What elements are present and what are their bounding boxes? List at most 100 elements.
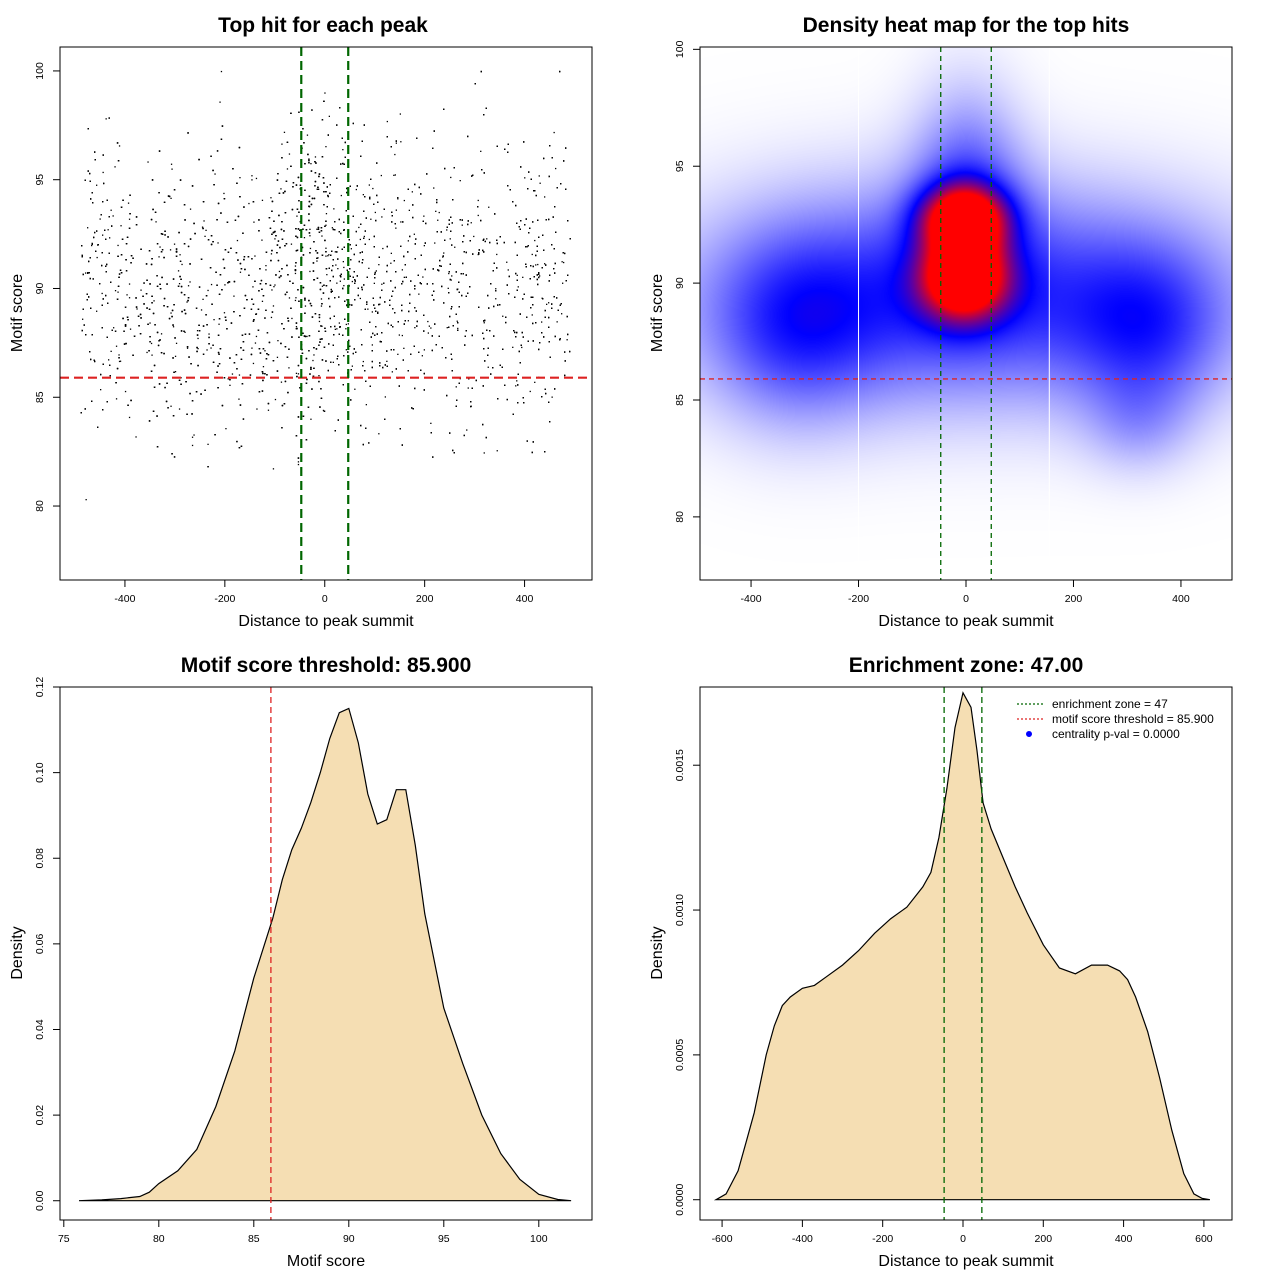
scatter-point — [161, 276, 163, 279]
scatter-point — [318, 175, 320, 178]
scatter-point — [366, 276, 368, 278]
scatter-point — [302, 128, 304, 130]
scatter-point — [219, 101, 221, 103]
scatter-point — [117, 291, 119, 293]
scatter-point — [309, 302, 312, 305]
scatter-point — [216, 284, 218, 286]
scatter-point — [353, 253, 355, 256]
scatter-point — [330, 254, 332, 256]
scatter-point — [470, 222, 472, 224]
scatter-point — [239, 196, 241, 198]
scatter-point — [226, 328, 228, 330]
scatter-point — [242, 418, 245, 420]
scatter-point — [304, 297, 306, 299]
scatter-point — [89, 277, 91, 280]
scatter-point — [485, 436, 487, 439]
scatter-point — [358, 260, 360, 263]
scatter-point — [156, 331, 159, 334]
scatter-point — [452, 325, 454, 327]
scatter-point — [309, 235, 311, 237]
scatter-point — [354, 280, 356, 282]
scatter-point — [523, 402, 525, 404]
scatter-point — [148, 250, 151, 252]
scatter-point — [218, 363, 221, 365]
scatter-point — [416, 320, 418, 323]
scatter-point — [554, 206, 556, 208]
scatter-point — [156, 446, 159, 448]
scatter-point — [394, 153, 396, 156]
scatter-point — [340, 163, 342, 165]
scatter-point — [366, 303, 368, 305]
scatter-point — [450, 176, 452, 179]
scatter-point — [379, 340, 381, 343]
scatter-point — [230, 247, 232, 249]
scatter-point — [278, 276, 281, 279]
scatter-point — [367, 308, 369, 310]
scatter-point — [318, 316, 321, 319]
scatter-point — [551, 396, 553, 398]
scatter-point — [207, 239, 210, 241]
scatter-point — [296, 249, 299, 251]
scatter-point — [302, 254, 305, 256]
scatter-point — [156, 285, 159, 287]
scatter-point — [347, 323, 349, 325]
scatter-point — [280, 188, 282, 190]
scatter-point — [153, 300, 155, 302]
scatter-point — [370, 336, 372, 338]
scatter-point — [330, 291, 332, 293]
scatter-point — [450, 279, 452, 281]
scatter-point — [538, 175, 540, 177]
scatter-point — [143, 303, 145, 305]
scatter-point — [118, 357, 120, 359]
scatter-point — [538, 236, 540, 238]
scatter-point — [543, 157, 545, 160]
scatter-point — [392, 290, 394, 292]
scatter-point — [183, 243, 186, 245]
scatter-point — [319, 406, 321, 408]
scatter-point — [407, 188, 409, 190]
scatter-point — [408, 209, 410, 211]
scatter-point — [244, 294, 247, 297]
scatter-point — [471, 334, 473, 337]
scatter-point — [463, 434, 465, 437]
scatter-point — [109, 364, 111, 366]
scatter-point — [401, 309, 403, 312]
scatter-point — [443, 302, 445, 304]
scatter-point — [295, 322, 298, 324]
scatter-point — [91, 243, 93, 245]
scatter-point — [195, 391, 198, 393]
scatter-point — [296, 236, 299, 239]
scatter-point — [354, 279, 356, 281]
scatter-point — [375, 326, 377, 328]
scatter-point — [537, 283, 539, 286]
scatter-point — [82, 273, 84, 276]
scatter-point — [319, 282, 322, 284]
scatter-point — [379, 362, 381, 364]
scatter-point — [518, 226, 520, 228]
scatter-point — [301, 246, 304, 249]
scatter-point — [404, 264, 406, 266]
scatter-point — [400, 245, 402, 247]
scatter-point — [240, 445, 243, 447]
scatter-point — [218, 323, 220, 325]
scatter-point — [249, 374, 252, 376]
scatter-point — [541, 396, 543, 398]
scatter-point — [561, 261, 563, 263]
scatter-point — [156, 243, 159, 245]
scatter-point — [397, 198, 399, 200]
scatter-point — [93, 359, 95, 361]
scatter-point — [433, 290, 435, 292]
scatter-point — [433, 299, 435, 301]
scatter-point — [91, 192, 93, 194]
scatter-point — [378, 256, 380, 258]
scatter-point — [120, 272, 123, 274]
scatter-point — [172, 415, 175, 417]
scatter-point — [125, 342, 127, 345]
scatter-point — [390, 146, 392, 148]
scatter-point — [91, 400, 93, 402]
scatter-point — [187, 297, 190, 299]
scatter-point — [319, 288, 322, 291]
scatter-point — [457, 322, 459, 324]
scatter-point — [288, 297, 291, 299]
scatter-point — [257, 329, 260, 331]
